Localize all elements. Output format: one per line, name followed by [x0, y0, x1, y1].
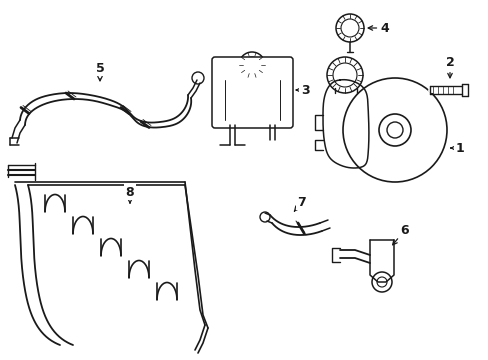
- Text: 1: 1: [450, 141, 464, 154]
- Text: 8: 8: [125, 185, 134, 203]
- Text: 2: 2: [445, 55, 453, 78]
- Text: 3: 3: [296, 84, 309, 96]
- Text: 7: 7: [294, 195, 306, 211]
- Text: 5: 5: [96, 62, 104, 81]
- Text: 6: 6: [392, 224, 408, 245]
- FancyBboxPatch shape: [212, 57, 292, 128]
- Text: 4: 4: [367, 22, 388, 35]
